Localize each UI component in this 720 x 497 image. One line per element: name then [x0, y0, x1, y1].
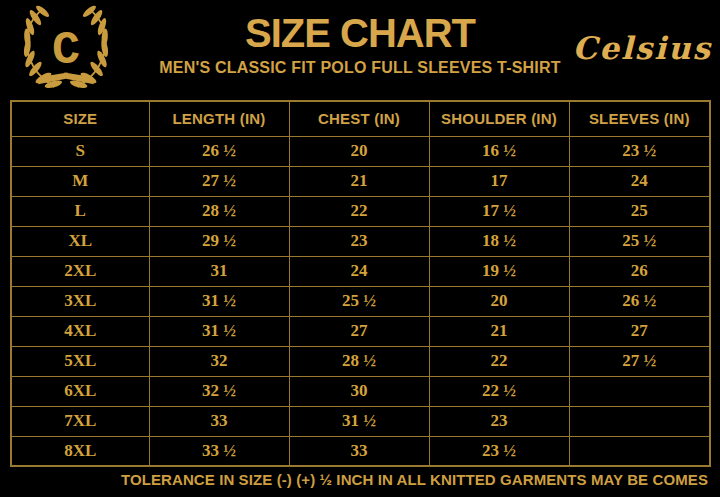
col-header-chest: CHEST (IN) [289, 101, 429, 136]
size-cell: 2XL [11, 256, 149, 286]
shoulder-cell: 21 [429, 316, 569, 346]
sleeves-cell [569, 406, 710, 436]
length-cell: 29 ½ [149, 226, 289, 256]
length-cell: 32 ½ [149, 376, 289, 406]
size-cell: 4XL [11, 316, 149, 346]
table-row: 5XL 32 28 ½ 22 27 ½ [11, 346, 710, 376]
size-cell: 3XL [11, 286, 149, 316]
table-row: 8XL 33 ½ 33 23 ½ [11, 436, 710, 466]
col-header-size: SIZE [11, 101, 149, 136]
col-header-length: LENGTH (IN) [149, 101, 289, 136]
size-cell: XL [11, 226, 149, 256]
table-row: M 27 ½ 21 17 24 [11, 166, 710, 196]
chest-cell: 25 ½ [289, 286, 429, 316]
header: C SIZE CHART MEN'S CLASSIC FIT POLO FULL… [0, 0, 720, 100]
table-row: 7XL 33 31 ½ 23 [11, 406, 710, 436]
size-cell: S [11, 136, 149, 166]
sleeves-cell: 25 [569, 196, 710, 226]
size-cell: M [11, 166, 149, 196]
sleeves-cell: 27 ½ [569, 346, 710, 376]
brand-name: Celsius [562, 30, 712, 66]
size-chart-page: C SIZE CHART MEN'S CLASSIC FIT POLO FULL… [0, 0, 720, 497]
shoulder-cell: 22 [429, 346, 569, 376]
size-cell: L [11, 196, 149, 226]
sleeves-cell: 26 ½ [569, 286, 710, 316]
length-cell: 33 ½ [149, 436, 289, 466]
chest-cell: 24 [289, 256, 429, 286]
size-cell: 6XL [11, 376, 149, 406]
shoulder-cell: 23 [429, 406, 569, 436]
chest-cell: 22 [289, 196, 429, 226]
chest-cell: 31 ½ [289, 406, 429, 436]
shoulder-cell: 18 ½ [429, 226, 569, 256]
length-cell: 31 ½ [149, 316, 289, 346]
sleeves-cell [569, 436, 710, 466]
table-row: XL 29 ½ 23 18 ½ 25 ½ [11, 226, 710, 256]
length-cell: 31 ½ [149, 286, 289, 316]
sleeves-cell: 27 [569, 316, 710, 346]
chest-cell: 33 [289, 436, 429, 466]
tolerance-note: TOLERANCE IN SIZE (-) (+) ½ INCH IN ALL … [10, 471, 708, 488]
col-header-shoulder: SHOULDER (IN) [429, 101, 569, 136]
shoulder-cell: 16 ½ [429, 136, 569, 166]
chest-cell: 21 [289, 166, 429, 196]
length-cell: 31 [149, 256, 289, 286]
table-row: 3XL 31 ½ 25 ½ 20 26 ½ [11, 286, 710, 316]
length-cell: 33 [149, 406, 289, 436]
chest-cell: 28 ½ [289, 346, 429, 376]
table-row: L 28 ½ 22 17 ½ 25 [11, 196, 710, 226]
size-cell: 5XL [11, 346, 149, 376]
chest-cell: 23 [289, 226, 429, 256]
shoulder-cell: 17 [429, 166, 569, 196]
chest-cell: 27 [289, 316, 429, 346]
length-cell: 32 [149, 346, 289, 376]
chest-cell: 30 [289, 376, 429, 406]
table-header-row: SIZE LENGTH (IN) CHEST (IN) SHOULDER (IN… [11, 101, 710, 136]
table-row: S 26 ½ 20 16 ½ 23 ½ [11, 136, 710, 166]
table-row: 2XL 31 24 19 ½ 26 [11, 256, 710, 286]
sleeves-cell: 26 [569, 256, 710, 286]
length-cell: 27 ½ [149, 166, 289, 196]
shoulder-cell: 23 ½ [429, 436, 569, 466]
length-cell: 26 ½ [149, 136, 289, 166]
shoulder-cell: 20 [429, 286, 569, 316]
shoulder-cell: 17 ½ [429, 196, 569, 226]
chest-cell: 20 [289, 136, 429, 166]
shoulder-cell: 22 ½ [429, 376, 569, 406]
shoulder-cell: 19 ½ [429, 256, 569, 286]
col-header-sleeves: SLEEVES (IN) [569, 101, 710, 136]
table-row: 6XL 32 ½ 30 22 ½ [11, 376, 710, 406]
length-cell: 28 ½ [149, 196, 289, 226]
sleeves-cell [569, 376, 710, 406]
sleeves-cell: 23 ½ [569, 136, 710, 166]
size-cell: 7XL [11, 406, 149, 436]
table-row: 4XL 31 ½ 27 21 27 [11, 316, 710, 346]
size-chart-table: SIZE LENGTH (IN) CHEST (IN) SHOULDER (IN… [10, 100, 711, 467]
size-cell: 8XL [11, 436, 149, 466]
sleeves-cell: 25 ½ [569, 226, 710, 256]
sleeves-cell: 24 [569, 166, 710, 196]
